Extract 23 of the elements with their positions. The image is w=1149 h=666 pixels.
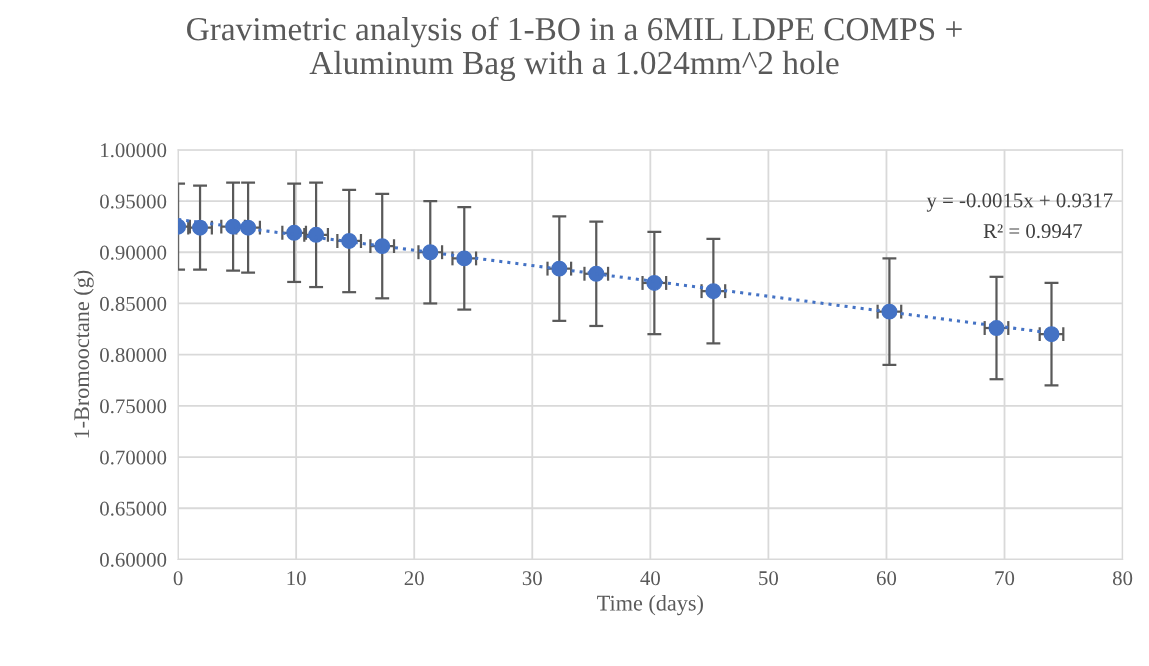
y-tick-label: 0.80000 [100,348,167,363]
x-axis-title: Time (days) [597,595,703,616]
annotation: y = -0.0015x + 0.9317 [926,193,1113,212]
x-tick-label: 20 [404,571,424,586]
x-tick-label: 70 [995,571,1015,586]
x-tick-label: 10 [287,571,306,586]
x-tick-label: 60 [876,571,897,586]
annotation: R² = 0.9947 [983,224,1083,239]
x-tick-label: 40 [640,571,660,586]
y-tick-label: 0.85000 [100,296,167,311]
y-tick-label: 0.70000 [100,450,167,465]
y-tick-label: 0.90000 [100,245,167,260]
x-tick-label: 0 [173,571,183,586]
y-tick-label: 0.60000 [100,552,167,567]
y-tick-label: 0.65000 [100,501,167,516]
x-tick-label: 80 [1112,571,1133,586]
x-tick-label: 30 [522,571,542,586]
chart-title: Gravimetric analysis of 1-BO in a 6MIL LDPE COMPS + Aluminum Bag with a 1.024mm^2 hole [187,16,962,82]
y-tick-label: 1.00000 [101,143,167,158]
x-tick-label: 50 [759,571,779,586]
y-tick-label: 0.75000 [100,399,167,414]
y-axis-title: 1-Bromooctane (g) [73,270,94,438]
y-tick-label: 0.95000 [100,194,167,209]
